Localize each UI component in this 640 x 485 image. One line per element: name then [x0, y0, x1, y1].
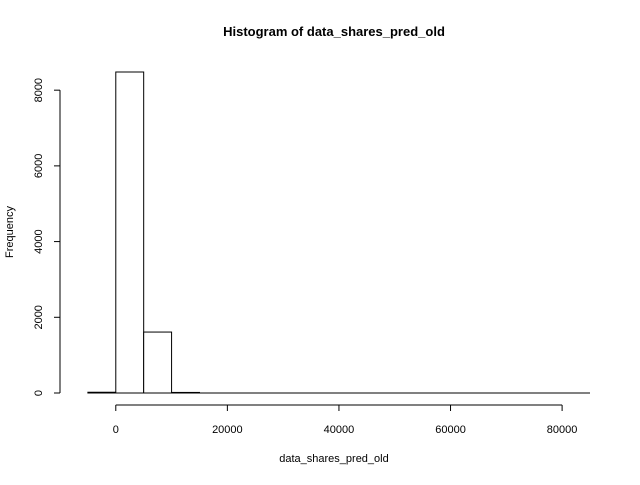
- y-tick-label: 8000: [33, 78, 45, 102]
- x-tick-label: 20000: [212, 424, 243, 436]
- x-axis: 0 20000 40000 60000 80000: [87, 392, 590, 436]
- x-tick-label: 80000: [547, 424, 578, 436]
- x-tick-label: 60000: [435, 424, 466, 436]
- y-tick-label: 0: [33, 390, 45, 396]
- x-tick-label: 40000: [324, 424, 355, 436]
- x-tick-label: 0: [113, 424, 119, 436]
- histogram-bar: [115, 71, 145, 394]
- y-tick-label: 6000: [33, 154, 45, 178]
- y-axis-label: Frequency: [4, 206, 16, 258]
- y-axis: 0 2000 4000 6000 8000: [33, 78, 61, 396]
- bars-layer: [87, 71, 590, 394]
- y-tick-label: 2000: [33, 305, 45, 329]
- y-tick-label: 4000: [33, 229, 45, 253]
- x-axis-label: data_shares_pred_old: [279, 453, 388, 465]
- chart-title: Histogram of data_shares_pred_old: [223, 24, 445, 39]
- histogram-bar: [143, 331, 173, 394]
